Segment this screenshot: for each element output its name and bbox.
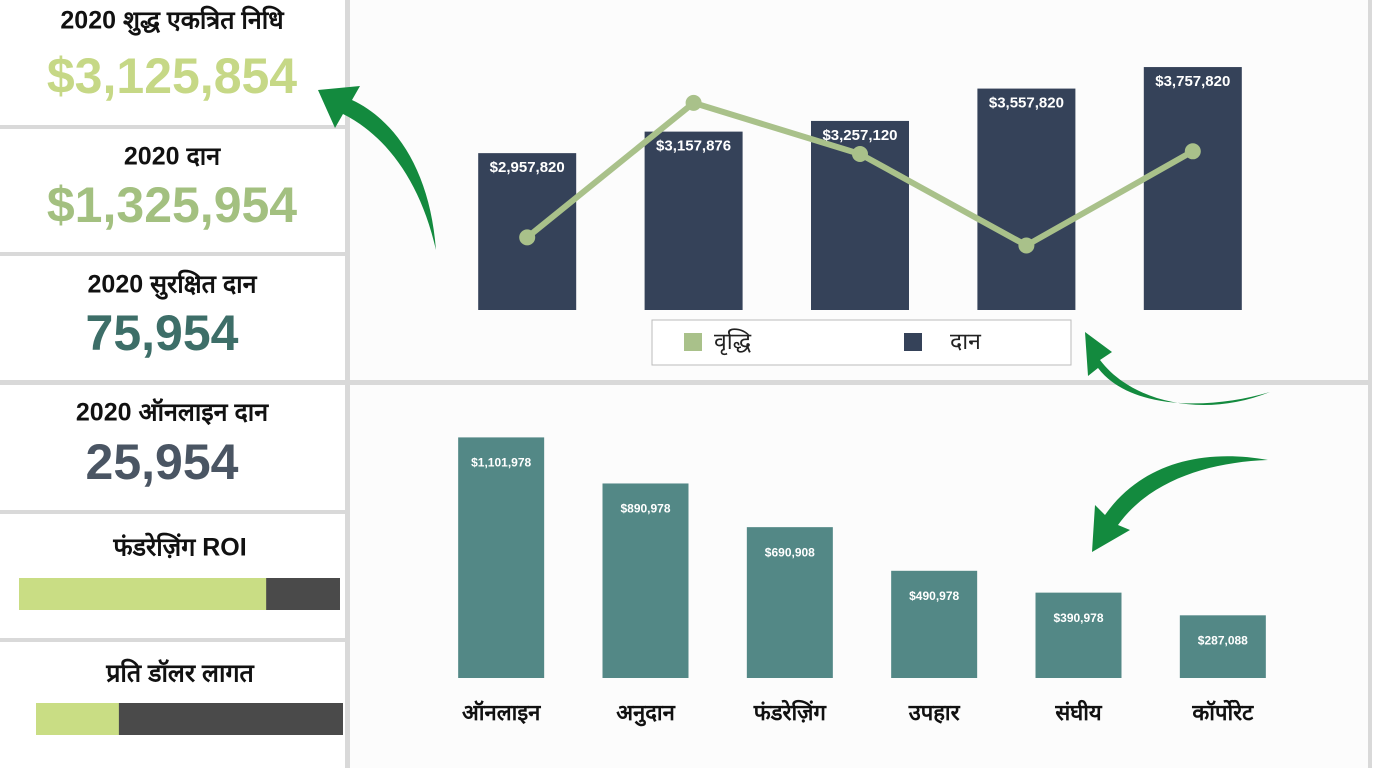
x-tick-label: अनुदान xyxy=(616,700,675,727)
kpi-value: 75,954 xyxy=(86,305,239,361)
legend-marker xyxy=(904,333,922,351)
legend xyxy=(651,319,1072,366)
kpi-value: 25,954 xyxy=(86,434,239,490)
divider xyxy=(0,510,345,514)
value-label: $1,101,978 xyxy=(471,456,531,470)
bar xyxy=(602,483,689,678)
bar xyxy=(891,570,978,678)
value-label: $3,757,820 xyxy=(1155,73,1230,90)
x-tick-label: संघीय xyxy=(1054,699,1103,725)
value-label: $2,957,820 xyxy=(490,159,565,176)
legend-label: दान xyxy=(950,328,982,354)
line-point xyxy=(1184,143,1201,160)
line-point xyxy=(1018,237,1035,254)
bar xyxy=(1035,592,1122,678)
x-tick-label: फंडरेज़िंग xyxy=(753,699,828,725)
kpi-title: 2020 दान xyxy=(124,143,221,171)
value-label: $390,978 xyxy=(1053,611,1103,625)
arrow xyxy=(318,86,436,250)
divider xyxy=(0,638,345,642)
x-tick-label: कॉर्पोरेट xyxy=(1191,699,1254,725)
value-label: $890,978 xyxy=(620,502,670,516)
line-point xyxy=(852,145,868,162)
value-label: $3,557,820 xyxy=(989,95,1064,112)
divider xyxy=(345,0,350,768)
kpi-title: 2020 शुद्ध एकत्रित निधि xyxy=(60,6,285,37)
bar xyxy=(977,88,1076,310)
legend-marker xyxy=(684,333,702,351)
divider xyxy=(350,380,1372,385)
kpi-value: $1,325,954 xyxy=(47,177,297,233)
divider xyxy=(0,380,345,385)
x-tick-label: उपहार xyxy=(908,700,961,725)
line-point xyxy=(519,229,536,246)
bar xyxy=(1143,67,1242,311)
arrows xyxy=(318,86,1270,552)
arrow xyxy=(1085,332,1270,406)
kpi-title: 2020 सुरक्षित दान xyxy=(88,270,258,301)
gauge-fill xyxy=(36,703,119,735)
kpi-title: 2020 ऑनलाइन दान xyxy=(76,398,269,427)
line-point xyxy=(685,94,702,111)
legend-label: वृद्धि xyxy=(714,328,752,356)
value-label: $287,088 xyxy=(1198,633,1248,647)
bar xyxy=(458,437,545,678)
x-tick-label: ऑनलाइन xyxy=(462,700,541,725)
value-label: $3,257,120 xyxy=(822,127,897,144)
arrow xyxy=(1092,456,1268,552)
value-label: $490,978 xyxy=(909,589,959,603)
divider xyxy=(0,125,345,129)
bar xyxy=(1179,615,1266,678)
gauge-fill xyxy=(19,578,267,610)
divider xyxy=(0,252,345,256)
kpi-value: $3,125,854 xyxy=(47,48,297,104)
gauge-title: फंडरेज़िंग ROI xyxy=(112,533,246,562)
bar xyxy=(746,527,833,678)
value-label: $3,157,876 xyxy=(656,138,731,155)
gauge-title: प्रति डॉलर लागत xyxy=(105,659,255,688)
bar xyxy=(644,131,743,310)
value-label: $690,908 xyxy=(765,545,815,559)
